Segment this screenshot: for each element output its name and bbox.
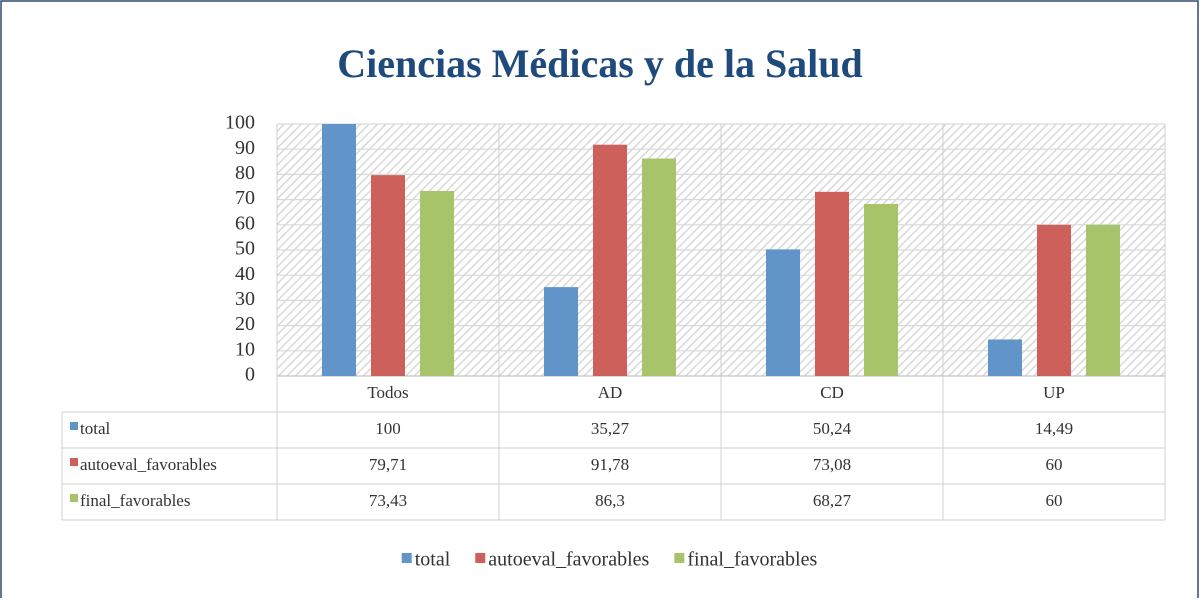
- table-legend-key: [70, 458, 78, 466]
- bar: [988, 339, 1022, 376]
- table-cell: 60: [1046, 491, 1063, 510]
- chart-title: Ciencias Médicas y de la Salud: [337, 41, 863, 86]
- table-cell: 86,3: [595, 491, 625, 510]
- legend-key: [475, 553, 486, 563]
- legend-label: final_favorables: [687, 549, 817, 571]
- table-cell: 73,43: [369, 491, 407, 510]
- y-tick-label: 100: [225, 112, 255, 134]
- table-cell: 79,71: [369, 455, 407, 474]
- table-cell: 91,78: [591, 455, 629, 474]
- x-tick-label: UP: [1043, 383, 1065, 402]
- y-tick-label: 20: [235, 313, 255, 335]
- table-cell: 50,24: [813, 419, 852, 438]
- x-tick-label: CD: [820, 383, 844, 402]
- legend-key: [401, 553, 412, 563]
- bar: [420, 190, 454, 376]
- bar: [766, 249, 800, 376]
- bar: [642, 158, 676, 376]
- table-row-label: total: [80, 419, 110, 438]
- table-cell: 14,49: [1035, 419, 1073, 438]
- table-cell: 35,27: [591, 419, 630, 438]
- bar: [1086, 224, 1120, 376]
- legend-label: total: [415, 549, 451, 571]
- bar: [371, 175, 405, 376]
- y-tick-label: 10: [235, 338, 255, 360]
- y-tick-label: 70: [235, 187, 255, 209]
- bar: [593, 144, 627, 376]
- y-tick-label: 80: [235, 162, 255, 184]
- table-row-label: final_favorables: [80, 491, 190, 510]
- bar: [1037, 224, 1071, 376]
- table-cell: 60: [1046, 455, 1063, 474]
- x-tick-label: Todos: [367, 383, 408, 402]
- y-tick-label: 50: [235, 238, 255, 260]
- bar: [322, 124, 356, 376]
- y-tick-label: 0: [245, 364, 255, 386]
- table-legend-key: [70, 422, 78, 430]
- bar: [544, 287, 578, 376]
- table-cell: 68,27: [813, 491, 852, 510]
- legend-key: [674, 553, 685, 563]
- y-tick-label: 30: [235, 288, 255, 310]
- y-tick-label: 40: [235, 263, 255, 285]
- bar: [815, 191, 849, 376]
- x-tick-label: AD: [598, 383, 623, 402]
- table-cell: 73,08: [813, 455, 851, 474]
- table-row-label: autoeval_favorables: [80, 455, 217, 474]
- legend-label: autoeval_favorables: [488, 549, 649, 571]
- table-cell: 100: [375, 419, 401, 438]
- table-legend-key: [70, 494, 78, 502]
- bar: [864, 203, 898, 376]
- y-tick-label: 60: [235, 212, 255, 234]
- y-tick-label: 90: [235, 137, 255, 159]
